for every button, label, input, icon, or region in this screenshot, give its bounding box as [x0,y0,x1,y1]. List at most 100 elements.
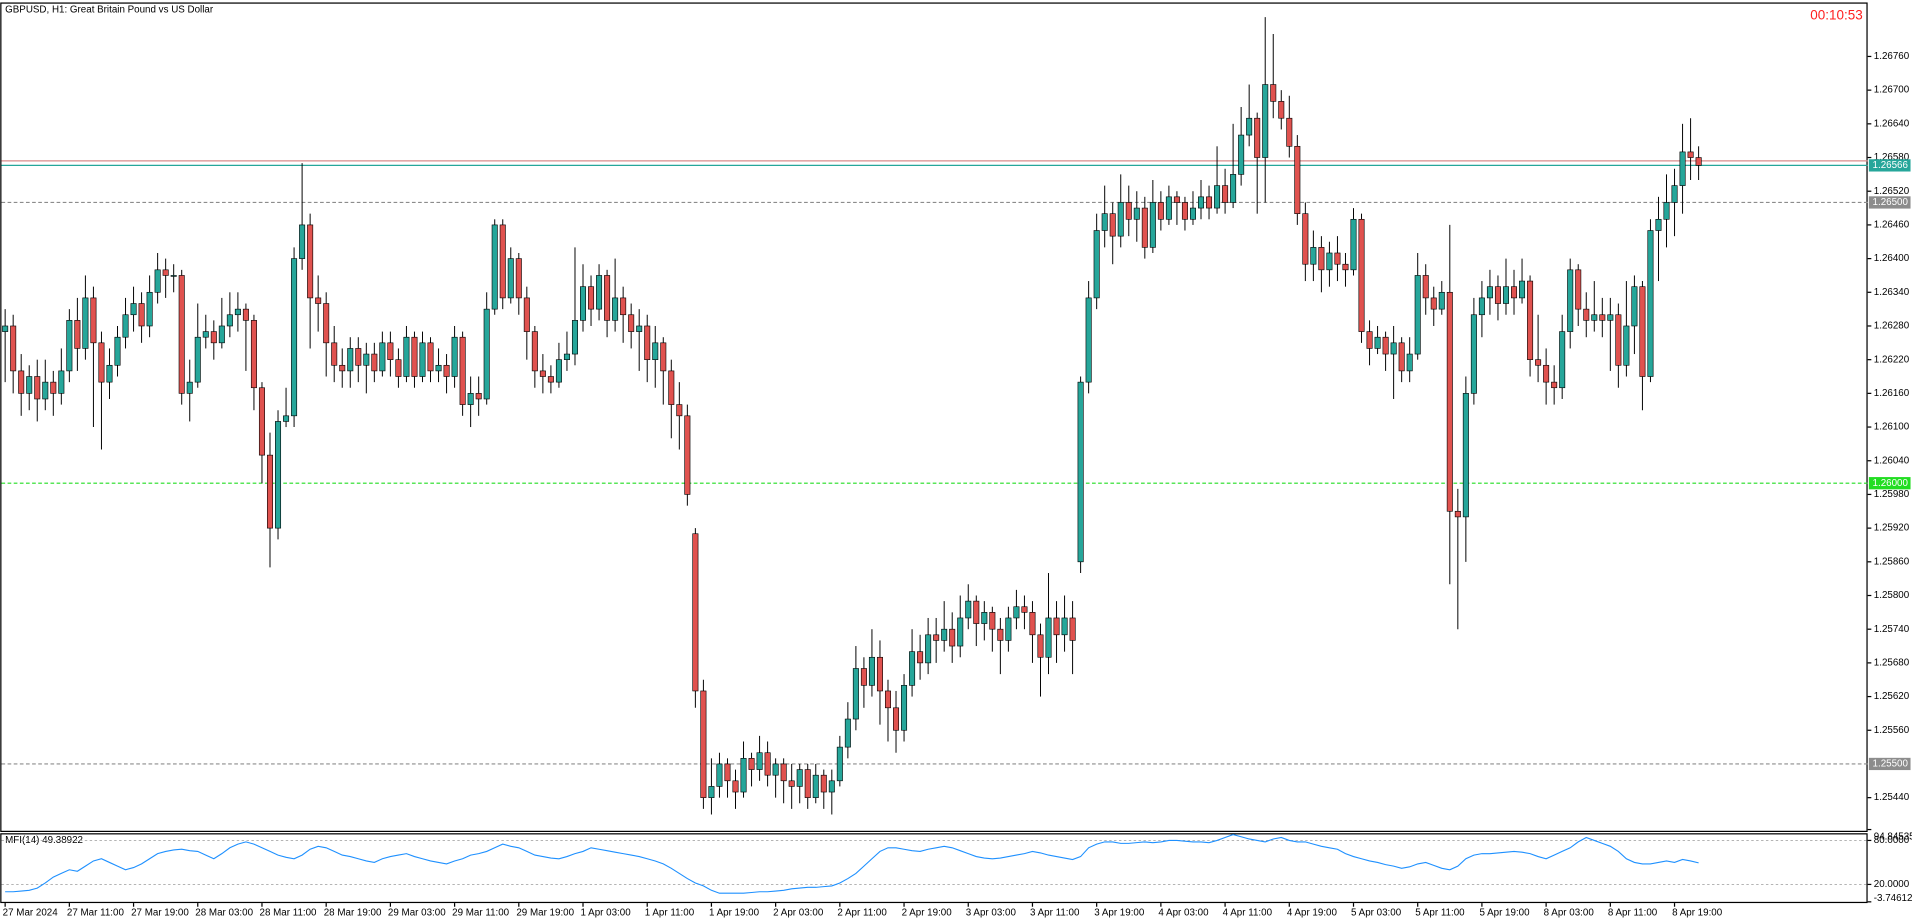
candle-body [644,325,651,360]
candle-body [146,291,153,327]
candle-body [18,370,25,394]
candle-body [884,690,891,709]
y-tick-label: 1.26580 [1874,152,1910,163]
candle-body [668,370,675,405]
x-tick-label: 2 Apr 03:00 [773,907,824,918]
candle-body [1551,381,1558,389]
x-tick-label: 2 Apr 19:00 [902,907,953,918]
y-tick-label: 1.25800 [1874,590,1910,601]
x-tick-label: 29 Mar 19:00 [516,907,574,918]
candle-body [1398,342,1405,372]
candle-body [475,393,482,400]
candle-body [1101,213,1108,231]
candle-body [571,320,578,355]
candle-body [1559,331,1566,389]
candle-body [700,690,707,798]
candle-body [34,376,41,400]
candle-body [355,348,362,366]
candle-body [957,617,964,647]
candle-body [379,342,386,372]
candle-body [941,628,948,641]
main-panel-frame [0,2,1868,833]
candle-body [106,364,113,383]
candle-body [1294,145,1301,214]
candle-body [1214,185,1221,209]
x-tick-label: 28 Mar 11:00 [260,907,318,918]
candle-body [1230,174,1237,203]
candle-body [1679,151,1686,186]
candle-body [1270,84,1277,102]
price-level-label: 1.26000 [1873,478,1909,489]
candle-body [1414,275,1421,355]
candle-body [909,651,916,686]
candle-body [491,224,498,310]
candle-body [876,656,883,692]
candle-body [339,364,346,372]
candle-body [1511,286,1518,299]
candle-body [676,404,683,417]
candle-body [194,336,201,383]
candle-body [925,634,932,664]
candle-body [419,342,426,377]
candle-body [523,297,530,332]
candle-body [363,353,370,366]
candle-body [1647,230,1654,377]
candle-body [628,314,635,332]
candle-body [604,275,611,321]
candle-body [724,763,731,782]
candle-body [395,359,402,377]
indicator-y-tick-label: 80.0000 [1874,835,1910,846]
candle-body [178,275,185,394]
y-tick-label: 1.25440 [1874,792,1910,803]
y-tick-label: 1.25980 [1874,489,1910,500]
candle-body [90,297,97,344]
indicator-line [5,833,1699,894]
candle-body [804,769,811,798]
candle-body [138,303,145,327]
candle-body [1671,185,1678,203]
candle-body [1157,202,1164,220]
candle-body [451,336,458,377]
x-tick-label: 1 Apr 03:00 [581,907,632,918]
candle-body [780,763,787,782]
candle-body [1527,280,1534,360]
candle-body [315,297,322,304]
candle-body [250,320,257,389]
candle-body [812,774,819,798]
candle-body [459,336,466,405]
candle-body [82,297,89,349]
candle-body [1198,196,1205,209]
candle-body [242,308,249,321]
y-tick-label: 1.25560 [1874,725,1910,736]
candle-body [275,421,282,529]
candle-body [42,381,49,400]
candle-body [1302,213,1309,265]
candle-body [1238,134,1245,175]
candle-body [2,325,9,332]
candle-body [989,612,996,630]
x-tick-label: 29 Mar 11:00 [452,907,510,918]
candle-body [1591,314,1598,321]
candle-body [1615,314,1622,366]
y-tick-label: 1.26280 [1874,321,1910,332]
candle-body [1462,393,1469,518]
candle-body [1446,291,1453,512]
candle-body [234,308,241,316]
candle-timer: 00:10:53 [1810,7,1862,22]
candle-body [539,370,546,377]
candle-body [1053,617,1060,636]
y-tick-label: 1.25680 [1874,657,1910,668]
candle-body [210,331,217,344]
indicator-y-tick-label: -3.74612 [1874,893,1912,904]
candle-body [1422,275,1429,299]
candle-body [997,628,1004,641]
candle-body [1390,342,1397,355]
x-tick-label: 2 Apr 11:00 [837,907,887,918]
candle-body [852,668,859,720]
candle-body [547,376,554,383]
candle-body [218,325,225,344]
x-tick-label: 5 Apr 11:00 [1415,907,1465,918]
candle-body [74,320,81,349]
y-tick-label: 1.26640 [1874,118,1910,129]
